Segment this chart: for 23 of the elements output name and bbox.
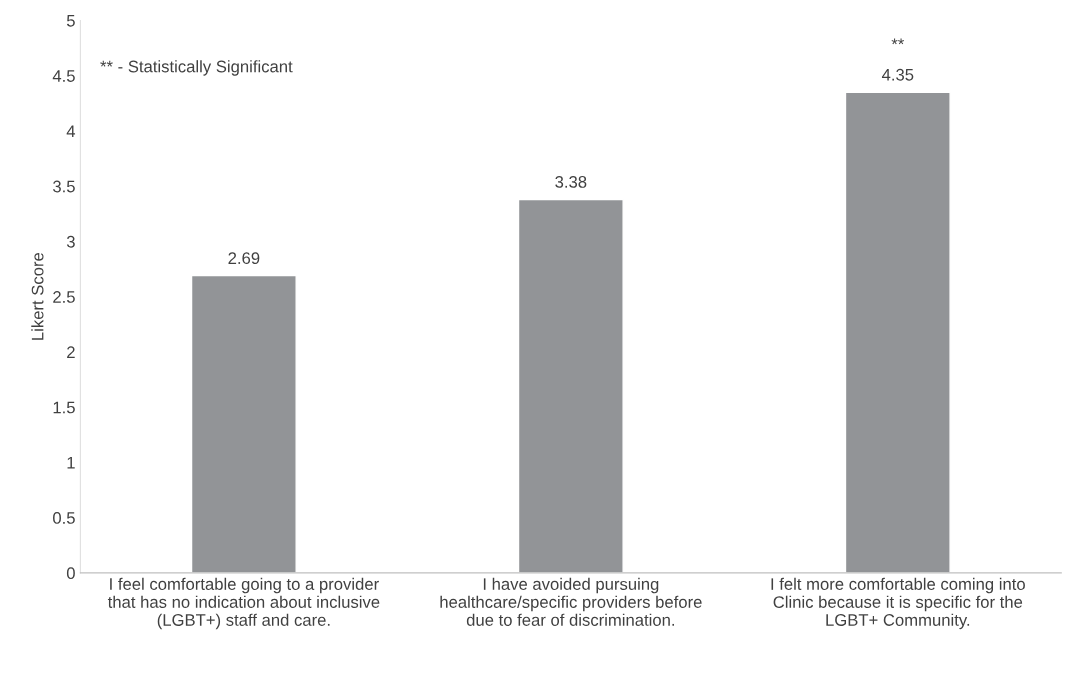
annotation: ** - Statistically Significant [100,60,293,76]
bar [517,198,624,573]
y-tick-label: 4.5 [52,70,75,82]
y-tick-label: 4 [66,125,76,137]
y-tick-label: 1.5 [53,401,75,414]
y-tick-label: 1 [67,456,75,469]
y-tick-label: 2.5 [53,291,75,303]
y-tick-label: 0 [66,567,75,580]
annotation: ** [891,38,905,45]
bar [190,274,297,573]
y-tick-label: 2 [67,346,75,358]
x-tick-label: I feel comfortable going to a provider that has no indication about inclusive (LGBT+) staff and care. [107,577,380,630]
data-label: 3.38 [555,176,587,188]
x-tick-label: I have avoided pursuing healthcare/specific providers before due to fear of discrimination. [440,577,702,626]
x-tick-label: I felt more comfortable coming into Clinic because it is specific for the LGBT+ Community. [771,577,1025,630]
y-tick-label: 0.5 [53,512,75,524]
y-axis-title: Likert Score [31,252,44,340]
y-tick-label: 3 [66,235,75,248]
data-label: 2.69 [228,252,260,265]
y-tick-label: 5 [66,15,75,27]
y-tick-label: 3.5 [53,180,75,193]
data-label: 4.35 [881,68,914,81]
bar [844,91,951,573]
